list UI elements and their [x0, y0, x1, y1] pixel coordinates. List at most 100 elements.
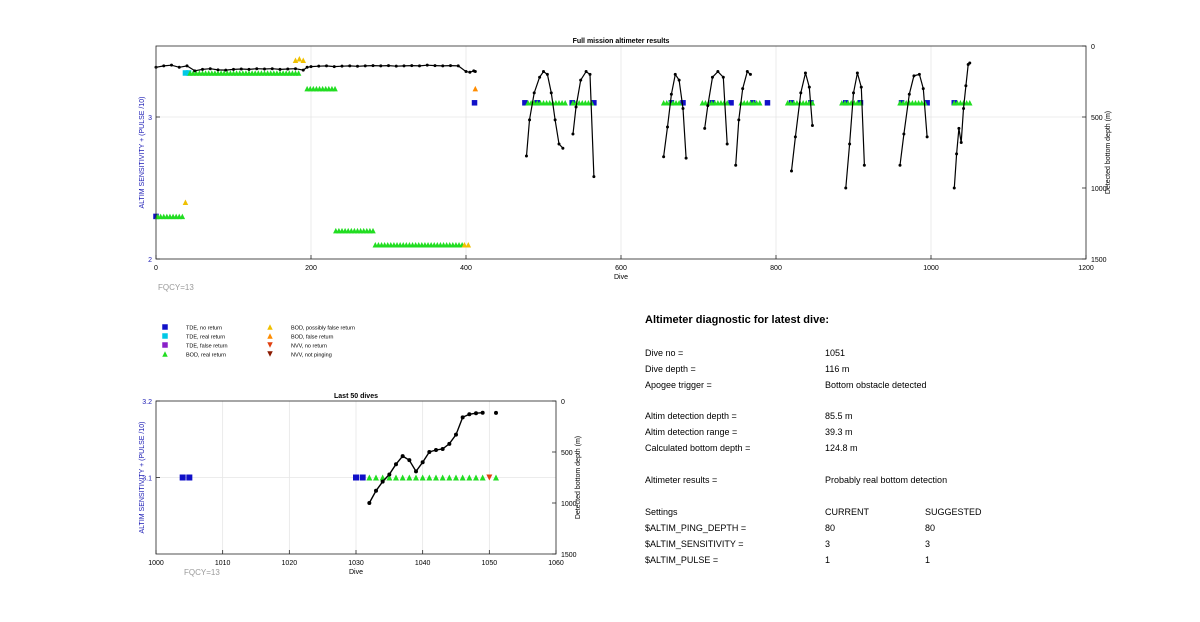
depth-point — [538, 75, 542, 79]
depth-point — [193, 69, 197, 73]
data-marker — [676, 100, 682, 106]
depth-point — [666, 125, 669, 129]
data-marker — [466, 474, 473, 481]
depth-point — [964, 84, 968, 88]
depth-point — [703, 126, 707, 130]
settings-suggested: 1 — [925, 555, 931, 565]
depth-line — [953, 62, 971, 189]
diag-label: Calculated bottom depth = — [645, 443, 751, 453]
depth-point — [907, 92, 911, 96]
marker-series — [182, 70, 192, 76]
diag-row-detection-depth: Altim detection depth = 85.5 m — [645, 411, 1165, 425]
legend-label: TDE, false return — [186, 344, 228, 350]
y-right-tick-label: 0 — [561, 399, 565, 406]
depth-point — [912, 74, 916, 78]
data-marker — [439, 474, 446, 481]
depth-point — [807, 85, 811, 89]
depth-point — [449, 64, 452, 68]
data-marker — [182, 199, 189, 205]
depth-point — [434, 447, 438, 452]
legend-marker — [267, 351, 273, 357]
depth-point — [968, 61, 972, 65]
marker-series — [179, 474, 366, 481]
x-tick-label: 600 — [615, 265, 627, 272]
settings-row-ping-depth: $ALTIM_PING_DEPTH = 80 80 — [645, 523, 1165, 537]
data-marker — [179, 474, 186, 481]
data-marker — [292, 57, 299, 63]
depth-line — [572, 70, 595, 177]
x-tick-label: 1000 — [148, 560, 164, 567]
settings-header: Settings CURRENT SUGGESTED — [645, 507, 1165, 521]
data-marker — [370, 227, 376, 234]
legend-marker — [162, 351, 168, 357]
depth-point — [859, 85, 863, 89]
x-tick-label: 1060 — [548, 560, 564, 567]
x-tick-label: 1200 — [1078, 265, 1094, 272]
depth-point — [528, 118, 532, 122]
depth-point — [959, 141, 963, 145]
x-tick-label: 400 — [460, 265, 472, 272]
depth-point — [340, 64, 344, 68]
diag-value: 116 m — [825, 364, 850, 374]
depth-point — [810, 124, 814, 128]
depth-point — [921, 87, 925, 91]
depth-point — [402, 64, 406, 68]
data-marker — [486, 474, 493, 481]
data-marker — [471, 100, 478, 106]
depth-point — [925, 135, 929, 139]
depth-point — [414, 469, 418, 474]
y-tick-label: 2 — [148, 257, 152, 264]
data-marker — [473, 474, 479, 481]
depth-point — [407, 458, 412, 463]
data-marker — [300, 57, 306, 63]
fqcy-note: FQCY=13 — [184, 568, 220, 577]
settings-label: $ALTIM_PULSE = — [645, 555, 719, 565]
depth-point — [571, 132, 575, 136]
y-right-tick-label: 1000 — [561, 501, 577, 508]
depth-point — [255, 67, 259, 71]
full-mission-plot: 0 200 400 600 800 1000 1200 2 3 0 500 1000 1500 Full … — [139, 38, 1112, 292]
depth-point — [447, 441, 452, 446]
settings-current: 1 — [825, 555, 831, 565]
depth-point — [721, 75, 725, 79]
depth-line — [790, 72, 813, 172]
depth-point — [494, 410, 498, 415]
depth-point — [545, 72, 549, 76]
depth-point — [162, 64, 166, 68]
diagnostic-title: Altimeter diagnostic for latest dive: — [645, 314, 829, 326]
diag-label: Altim detection depth = — [645, 411, 737, 421]
depth-point — [460, 415, 465, 420]
depth-point — [952, 186, 956, 190]
data-marker — [562, 100, 568, 106]
y-right-tick-label: 0 — [1091, 44, 1095, 51]
depth-point — [592, 175, 596, 179]
data-marker — [591, 100, 597, 106]
data-marker — [472, 85, 479, 92]
depth-point — [387, 472, 392, 477]
y-right-axis-label: Detected bottom depth (m) — [1105, 111, 1112, 194]
legend-label: BOD, real return — [186, 353, 226, 359]
depth-point — [734, 163, 738, 167]
legend-marker — [162, 342, 168, 348]
depth-point — [862, 163, 866, 167]
depth-point — [524, 154, 528, 158]
diag-label: Dive no = — [645, 348, 684, 358]
depth-point — [549, 91, 553, 95]
data-marker — [668, 100, 675, 106]
legend-item: NVV, no return — [267, 342, 327, 350]
data-marker — [522, 100, 528, 106]
x-axis-label: Dive — [349, 569, 363, 576]
depth-point — [410, 64, 414, 68]
depth-point — [170, 63, 173, 67]
depth-point — [725, 142, 729, 146]
legend-item: BOD, false return — [267, 333, 334, 341]
data-marker — [373, 474, 379, 481]
depth-point — [855, 71, 859, 75]
depth-point — [380, 479, 385, 484]
depth-point — [468, 70, 472, 74]
depth-point — [706, 104, 710, 108]
data-marker — [179, 213, 186, 220]
data-marker — [479, 474, 486, 481]
data-marker — [413, 474, 419, 481]
